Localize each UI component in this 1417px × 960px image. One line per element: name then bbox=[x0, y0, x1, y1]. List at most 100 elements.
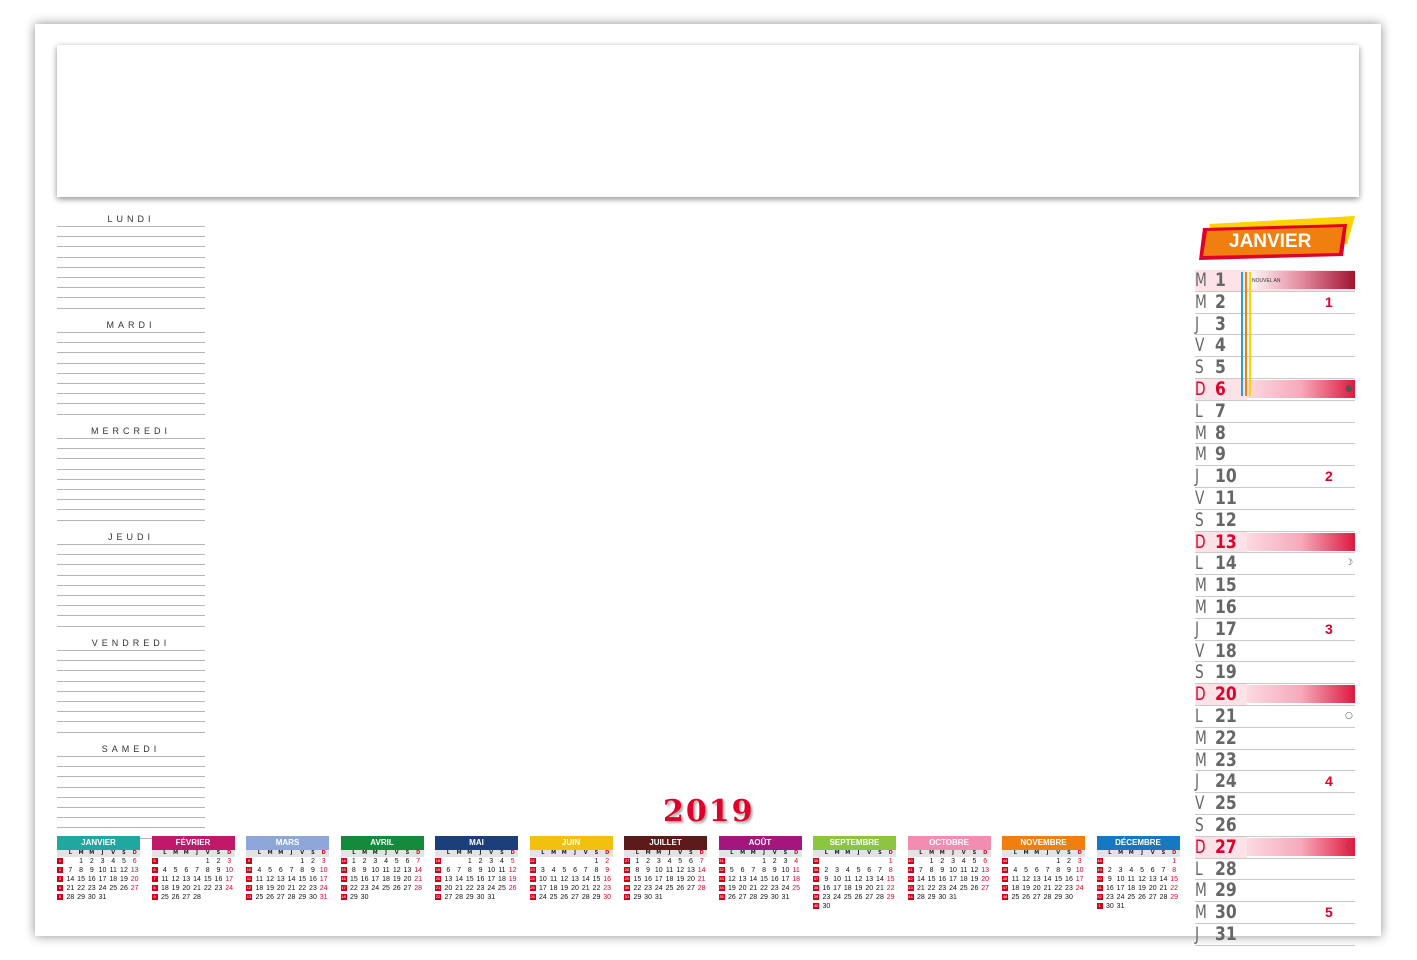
day-cell: 8 bbox=[351, 867, 356, 874]
week-row: 7 11 12 13 14 15 16 17 bbox=[151, 875, 235, 884]
day-cell: 15 bbox=[592, 876, 601, 883]
week-row: 43 21 22 23 24 25 26 27 bbox=[907, 884, 991, 893]
day-number: 3 bbox=[1215, 312, 1226, 335]
week-row: 1 30 31 bbox=[1096, 902, 1180, 911]
writing-line bbox=[57, 509, 205, 519]
writing-line bbox=[57, 594, 205, 605]
dow-label: V bbox=[583, 850, 588, 856]
day-cell bbox=[737, 857, 748, 866]
day-cell bbox=[538, 857, 549, 866]
day-cell: 19 bbox=[266, 885, 274, 892]
day-cell: 30 bbox=[770, 894, 779, 901]
day-cell: 5 bbox=[173, 867, 178, 874]
writing-line bbox=[57, 372, 205, 383]
week-number: 40 bbox=[813, 903, 819, 909]
day-cell: 24 bbox=[1116, 894, 1125, 901]
day-cell: 8 bbox=[762, 867, 766, 874]
dow-label: L bbox=[730, 850, 734, 856]
dow-label: S bbox=[878, 850, 882, 856]
day-cell bbox=[413, 893, 424, 902]
day-cell: 14 bbox=[455, 876, 463, 883]
day-cell: 13 bbox=[130, 867, 139, 874]
day-row: L 14 ☽ bbox=[1195, 553, 1355, 576]
week-row: 19 6 7 8 9 10 11 12 bbox=[435, 866, 518, 875]
dow-label: M bbox=[173, 850, 179, 856]
week-number: 19 bbox=[435, 867, 441, 873]
day-cell: 11 bbox=[960, 867, 968, 874]
day-cell: 19 bbox=[560, 885, 569, 892]
week-row: 24 10 11 12 13 14 15 16 bbox=[529, 875, 613, 884]
day-cell: 21 bbox=[1043, 885, 1052, 892]
week-number: 22 bbox=[435, 894, 441, 900]
day-cell: 18 bbox=[1011, 885, 1020, 892]
day-cell: 7 bbox=[289, 867, 294, 874]
dow-label: D bbox=[1077, 850, 1082, 856]
day-of-week: M bbox=[1195, 290, 1207, 313]
day-cell bbox=[885, 902, 896, 911]
day-cell: 16 bbox=[360, 876, 369, 883]
day-cell: 3 bbox=[656, 858, 661, 865]
week-row: 31 1 2 3 4 bbox=[718, 857, 802, 866]
mini-month: AVRIL L M M J V S D 14 1 2 3 4 5 6 7 15 8 9 10 11 12 13 14 16 15 1… bbox=[340, 836, 424, 902]
dow-label: M bbox=[939, 850, 945, 856]
writing-line bbox=[57, 478, 205, 489]
dow-label: M bbox=[89, 850, 95, 856]
day-of-week: M bbox=[1195, 574, 1207, 597]
day-of-week: M bbox=[1195, 443, 1207, 466]
day-row: L 28 bbox=[1195, 859, 1355, 881]
mini-month-title: SEPTEMBRE bbox=[813, 836, 896, 850]
day-cell: 28 bbox=[287, 894, 296, 901]
day-cell: 15 bbox=[465, 876, 474, 883]
week-number: 48 bbox=[1096, 858, 1103, 864]
dow-label: J bbox=[857, 850, 860, 856]
writing-line bbox=[57, 615, 205, 625]
dow-label: M bbox=[656, 850, 662, 856]
day-cell: 25 bbox=[255, 894, 264, 901]
day-cell bbox=[1137, 857, 1148, 866]
writing-line bbox=[57, 711, 205, 721]
week-row: 16 15 16 17 18 19 20 21 bbox=[340, 875, 424, 884]
day-cell: 28 bbox=[749, 894, 758, 901]
week-row: 20 13 14 15 16 17 18 19 bbox=[435, 875, 518, 884]
day-cell: 16 bbox=[938, 876, 947, 883]
day-cell: 5 bbox=[1024, 867, 1029, 874]
week-number-header bbox=[813, 850, 821, 857]
day-cell: 6 bbox=[184, 867, 189, 874]
day-cell: 29 bbox=[760, 894, 768, 901]
day-number: 5 bbox=[1215, 356, 1226, 379]
day-cell bbox=[1169, 902, 1180, 911]
day-cell: 21 bbox=[287, 885, 296, 892]
day-cell: 22 bbox=[465, 885, 474, 892]
week-number: 44 bbox=[1002, 858, 1008, 864]
day-highlight-bar bbox=[1247, 685, 1355, 704]
day-cell bbox=[1158, 857, 1169, 866]
writing-line bbox=[57, 605, 205, 615]
week-number: 14 bbox=[340, 858, 347, 864]
week-row: 31 29 30 31 bbox=[624, 893, 707, 902]
day-number: 17 bbox=[1215, 617, 1237, 640]
dow-label: J bbox=[1046, 850, 1049, 856]
day-block: JEUDI bbox=[57, 530, 205, 636]
day-cell: 31 bbox=[781, 894, 790, 901]
writing-line bbox=[57, 297, 205, 307]
day-cell bbox=[1147, 857, 1158, 866]
week-number: 24 bbox=[529, 876, 536, 882]
writing-line bbox=[57, 276, 205, 287]
day-number: 20 bbox=[1215, 683, 1237, 706]
day-cell: 20 bbox=[1032, 885, 1041, 892]
day-cell: 21 bbox=[1159, 885, 1168, 892]
day-row: M 22 bbox=[1195, 728, 1355, 750]
day-cell: 16 bbox=[87, 876, 96, 883]
day-cell bbox=[108, 893, 119, 902]
day-cell bbox=[675, 893, 686, 902]
day-cell: 13 bbox=[276, 876, 285, 883]
week-number: 5 bbox=[151, 858, 158, 864]
day-cell: 4 bbox=[111, 858, 116, 865]
day-cell: 25 bbox=[1127, 894, 1136, 901]
day-cell: 22 bbox=[203, 885, 212, 892]
day-cell: 19 bbox=[727, 885, 736, 892]
day-cell: 1 bbox=[1056, 858, 1061, 865]
day-highlight-bar bbox=[1247, 837, 1355, 856]
day-cell: 29 bbox=[298, 894, 307, 901]
writing-line bbox=[57, 786, 205, 797]
